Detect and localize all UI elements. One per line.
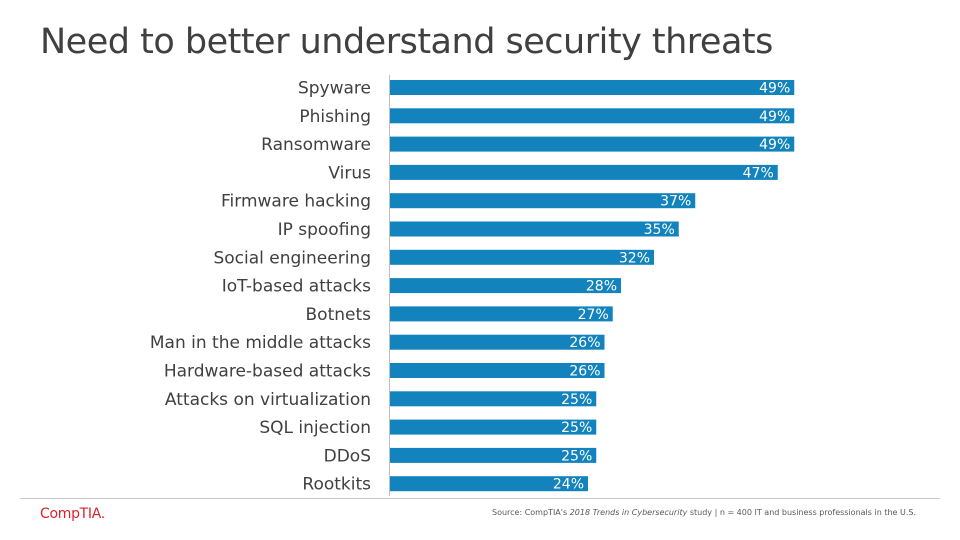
bar (390, 249, 654, 265)
source-study-title: 2018 Trends in Cybersecurity (569, 508, 688, 517)
bar (390, 306, 613, 322)
value-label: 49% (759, 109, 790, 125)
value-label: 35% (644, 222, 675, 238)
category-label: Hardware-based attacks (164, 362, 371, 382)
category-label: Ransomware (261, 135, 371, 155)
comptia-logo: CompTIA. (40, 506, 105, 522)
category-label: DDoS (324, 446, 371, 466)
bar (390, 391, 597, 407)
bar (390, 108, 795, 124)
page-title: Need to better understand security threa… (40, 22, 773, 62)
bar (390, 136, 795, 152)
bar (390, 221, 679, 237)
category-label: Virus (328, 163, 371, 183)
bar (390, 419, 597, 435)
category-label: Phishing (299, 107, 371, 127)
value-label: 28% (586, 279, 617, 295)
bar (390, 193, 696, 209)
value-label: 49% (759, 137, 790, 153)
value-label: 26% (569, 364, 600, 380)
bar (390, 363, 605, 378)
category-label: Rootkits (302, 475, 371, 495)
category-label: IP spoofing (278, 220, 371, 240)
value-label: 47% (743, 165, 774, 181)
source-suffix: study | n = 400 IT and business professi… (687, 508, 916, 517)
value-label: 49% (759, 81, 790, 97)
value-label: 37% (660, 194, 691, 210)
source-note: Source: CompTIA's 2018 Trends in Cyberse… (492, 508, 916, 517)
category-label: Firmware hacking (221, 192, 371, 212)
category-label: Botnets (306, 305, 372, 325)
category-label: SQL injection (259, 418, 371, 438)
value-label: 26% (569, 335, 600, 351)
value-label: 25% (561, 392, 592, 408)
value-label: 25% (561, 420, 592, 436)
bar (390, 334, 605, 350)
value-label: 32% (619, 250, 650, 266)
category-label: Social engineering (213, 248, 371, 268)
bar (390, 278, 621, 294)
source-prefix: Source: CompTIA's (491, 508, 570, 517)
bar (390, 80, 795, 95)
value-label: 25% (561, 448, 592, 464)
value-label: 24% (553, 477, 584, 493)
bar-chart: Spyware 49% Phishing 49% Ransomware 49% Virus 4… (150, 75, 795, 496)
category-label: Man in the middle attacks (150, 333, 371, 353)
bar (390, 447, 597, 463)
footer-divider (20, 498, 940, 499)
category-label: Spyware (298, 79, 371, 99)
category-label: Attacks on virtualization (165, 390, 371, 410)
category-label: IoT-based attacks (222, 277, 371, 297)
value-label: 27% (578, 307, 609, 323)
bar (390, 476, 588, 492)
bar (390, 164, 778, 180)
